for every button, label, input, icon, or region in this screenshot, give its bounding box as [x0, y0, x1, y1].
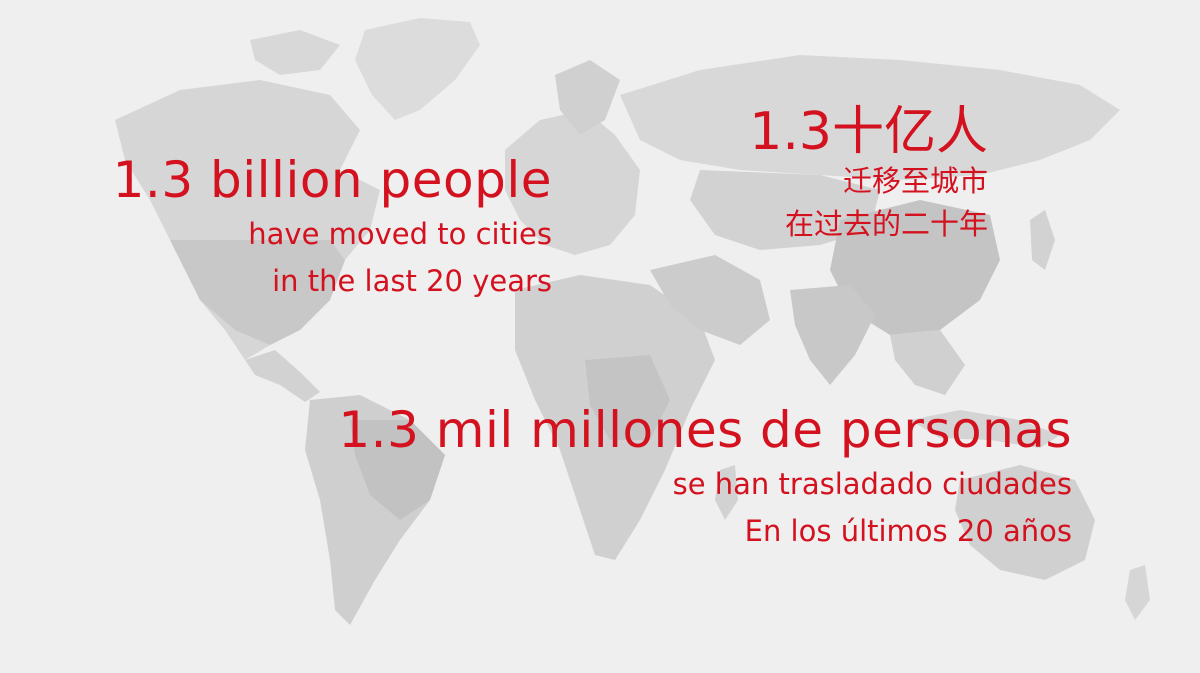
india-shape [790, 285, 875, 385]
english-stat-block: 1.3 billion people have moved to cities … [113, 155, 552, 300]
australia-shape [955, 465, 1095, 580]
china-shape [830, 200, 1000, 335]
spanish-line-2: En los últimos 20 años [744, 514, 1072, 549]
middle-east-shape [650, 255, 770, 345]
japan-shape [1030, 210, 1055, 270]
english-line-2: in the last 20 years [272, 264, 552, 299]
chinese-headline: 1.3十亿人 [749, 102, 988, 162]
usa-shape [170, 240, 345, 345]
central-america-shape [245, 350, 320, 402]
scandinavia-shape [555, 60, 620, 135]
spanish-stat-block: 1.3 mil millones de personas se han tras… [338, 405, 1072, 550]
central-asia-shape [690, 170, 880, 250]
english-line-1: have moved to cities [248, 217, 552, 251]
spanish-line-1: se han trasladado ciudades [672, 467, 1072, 501]
greenland-shape [355, 18, 480, 120]
southeast-asia-shape [890, 330, 965, 395]
brazil-shape [350, 420, 445, 520]
english-headline: 1.3 billion people [112, 151, 552, 209]
new-zealand-shape [1125, 565, 1150, 620]
chinese-line-1: 迁移至城市 [842, 164, 988, 198]
central-africa-shape [585, 355, 670, 440]
indonesia-shape [910, 410, 1060, 448]
chinese-line-2: 在过去的二十年 [784, 207, 988, 242]
europe-shape [505, 110, 640, 255]
russia-shape [620, 55, 1120, 180]
arctic-islands-shape [250, 30, 340, 75]
spanish-headline: 1.3 mil millones de personas [338, 401, 1072, 459]
chinese-stat-block: 1.3十亿人 迁移至城市 在过去的二十年 [749, 106, 988, 244]
madagascar-shape [715, 465, 738, 520]
